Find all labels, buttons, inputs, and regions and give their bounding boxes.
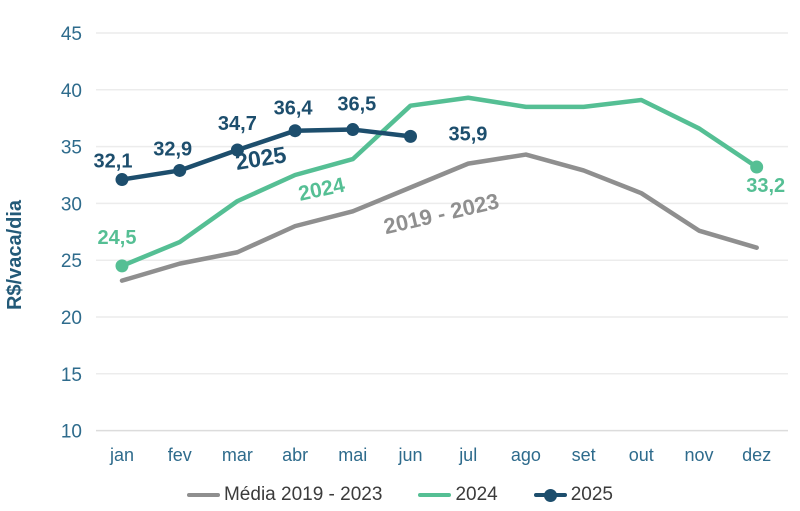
legend-item-2024: 2024 (418, 484, 498, 505)
legend-item-2025: 2025 (533, 484, 613, 505)
data-point-marker (404, 129, 417, 143)
x-tick-label: jun (397, 445, 422, 465)
data-value-label: 36,5 (337, 94, 376, 116)
y-tick-label: 20 (61, 308, 82, 329)
data-point-marker (230, 143, 244, 157)
y-axis-title: R$/vaca/dia (4, 199, 26, 310)
series-line-2025 (119, 127, 413, 182)
legend-label: 2025 (570, 484, 613, 505)
data-point-marker (115, 173, 129, 187)
data-value-label: 35,9 (449, 123, 488, 145)
y-tick-label: 35 (61, 138, 82, 159)
series-annotation-2019---2023: 2019 - 2023 (381, 188, 501, 239)
series-annotation-2024: 2024 (296, 173, 347, 205)
chart-legend: Média 2019 - 2023 2024 2025 (0, 478, 800, 511)
data-value-label: 34,7 (218, 113, 257, 135)
x-tick-label: fev (168, 445, 192, 465)
y-tick-label: 40 (61, 81, 82, 102)
data-point-marker (750, 160, 764, 174)
data-value-label: 32,1 (94, 151, 133, 173)
data-point-marker (288, 124, 302, 138)
y-tick-label: 30 (61, 194, 82, 215)
x-tick-label: mai (338, 445, 367, 465)
y-tick-label: 25 (61, 251, 82, 272)
data-point-marker (346, 123, 360, 137)
gray-line-swatch-icon (186, 488, 220, 502)
x-tick-label: out (629, 445, 654, 465)
data-value-label: 36,4 (274, 98, 314, 120)
x-tick-label: jan (109, 445, 134, 465)
data-value-label: 33,2 (746, 175, 785, 197)
x-tick-label: nov (684, 445, 713, 465)
y-tick-label: 45 (61, 24, 82, 45)
x-tick-label: ago (511, 445, 541, 465)
x-tick-label: set (572, 445, 596, 465)
x-tick-label: mar (222, 445, 253, 465)
legend-label: Média 2019 - 2023 (223, 484, 383, 505)
data-point-marker (173, 163, 187, 177)
green-line-swatch-icon (418, 488, 452, 502)
data-value-label: 24,5 (98, 227, 137, 249)
y-tick-label: 15 (61, 365, 82, 386)
data-point-marker (115, 259, 129, 273)
data-value-label: 32,9 (153, 138, 192, 160)
x-tick-label: dez (742, 445, 771, 465)
x-tick-label: jul (458, 445, 477, 465)
legend-label: 2024 (455, 484, 498, 505)
y-tick-label: 10 (61, 422, 82, 443)
chart-canvas: 45 40 35 30 25 20 15 10 jan fev mar abr mai jun jul ago… (4, 24, 788, 465)
navy-line-dot-swatch-icon (533, 488, 567, 502)
x-tick-label: abr (282, 445, 308, 465)
series-line-média-2019---2023 (119, 152, 759, 283)
legend-item-media-2019-2023: Média 2019 - 2023 (186, 484, 383, 505)
series-line-2024 (119, 95, 759, 269)
